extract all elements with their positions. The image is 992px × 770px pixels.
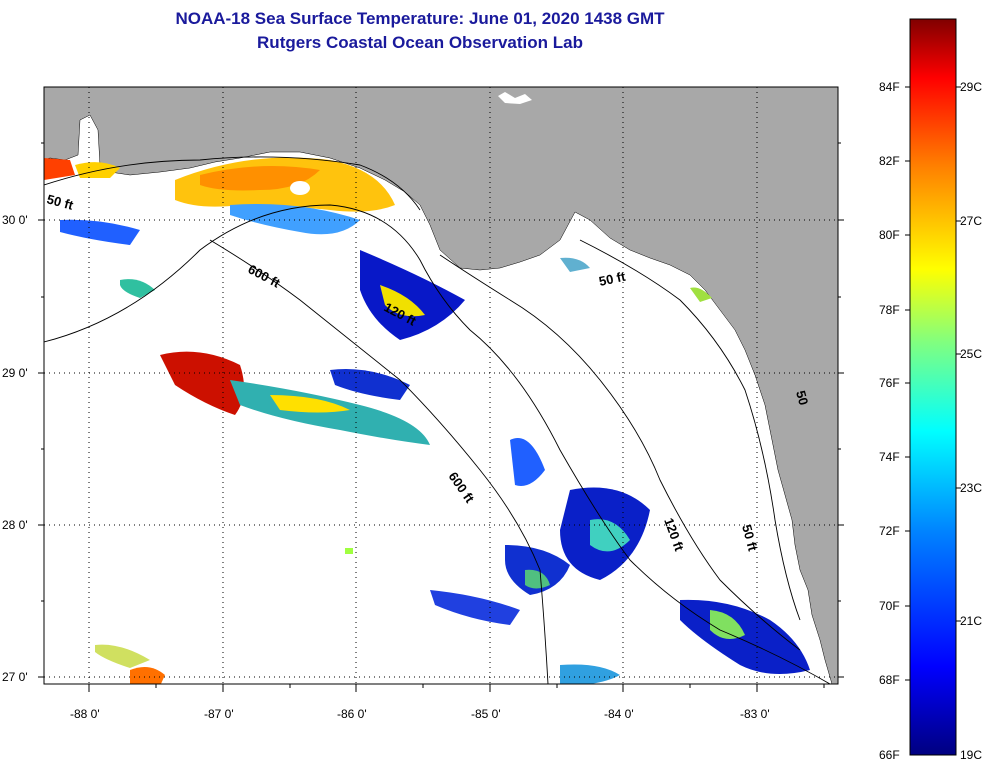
colorbar-f-label: 84F xyxy=(879,80,900,94)
bathymetry-contours xyxy=(44,156,831,684)
map-title: NOAA-18 Sea Surface Temperature: June 01… xyxy=(175,9,665,28)
lon-label: -87 0' xyxy=(204,707,234,721)
colorbar-c-label: 19C xyxy=(960,748,982,762)
lat-ticks xyxy=(38,142,844,678)
map-subtitle: Rutgers Coastal Ocean Observation Lab xyxy=(257,33,583,52)
lon-label: -85 0' xyxy=(471,707,501,721)
colorbar-c-label: 27C xyxy=(960,214,982,228)
lon-label: -88 0' xyxy=(70,707,100,721)
colorbar-c-label: 29C xyxy=(960,80,982,94)
lat-label: 27 0' xyxy=(2,670,28,684)
lat-label: 29 0' xyxy=(2,366,28,380)
land-mass xyxy=(44,87,838,684)
colorbar-c-label: 21C xyxy=(960,614,982,628)
colorbar-f-label: 80F xyxy=(879,228,900,242)
contour-label: 50 ft xyxy=(598,269,628,289)
colorbar-f-label: 72F xyxy=(879,524,900,538)
colorbar-f-label: 68F xyxy=(879,673,900,687)
colorbar-f-label: 82F xyxy=(879,154,900,168)
sst-data-layer xyxy=(44,157,810,684)
colorbar-f-label: 70F xyxy=(879,599,900,613)
lon-label: -86 0' xyxy=(337,707,367,721)
contour-label: 50 ft xyxy=(739,523,761,553)
colorbar-f-label: 78F xyxy=(879,303,900,317)
colorbar xyxy=(909,18,957,756)
lat-label: 30 0' xyxy=(2,213,28,227)
colorbar-f-label: 76F xyxy=(879,376,900,390)
lon-ticks xyxy=(88,684,825,692)
colorbar-f-label: 74F xyxy=(879,450,900,464)
contour-label: 50 xyxy=(793,389,811,407)
map-frame xyxy=(43,86,839,685)
colorbar-f-label: 66F xyxy=(879,748,900,762)
colorbar-ticks xyxy=(905,86,961,681)
lon-label: -83 0' xyxy=(740,707,770,721)
lon-label: -84 0' xyxy=(604,707,634,721)
lat-label: 28 0' xyxy=(2,518,28,532)
lake-shape xyxy=(498,92,532,104)
contour-label: 50 ft xyxy=(45,191,75,213)
colorbar-c-label: 23C xyxy=(960,481,982,495)
lake-shape xyxy=(84,128,96,140)
colorbar-c-label: 25C xyxy=(960,347,982,361)
